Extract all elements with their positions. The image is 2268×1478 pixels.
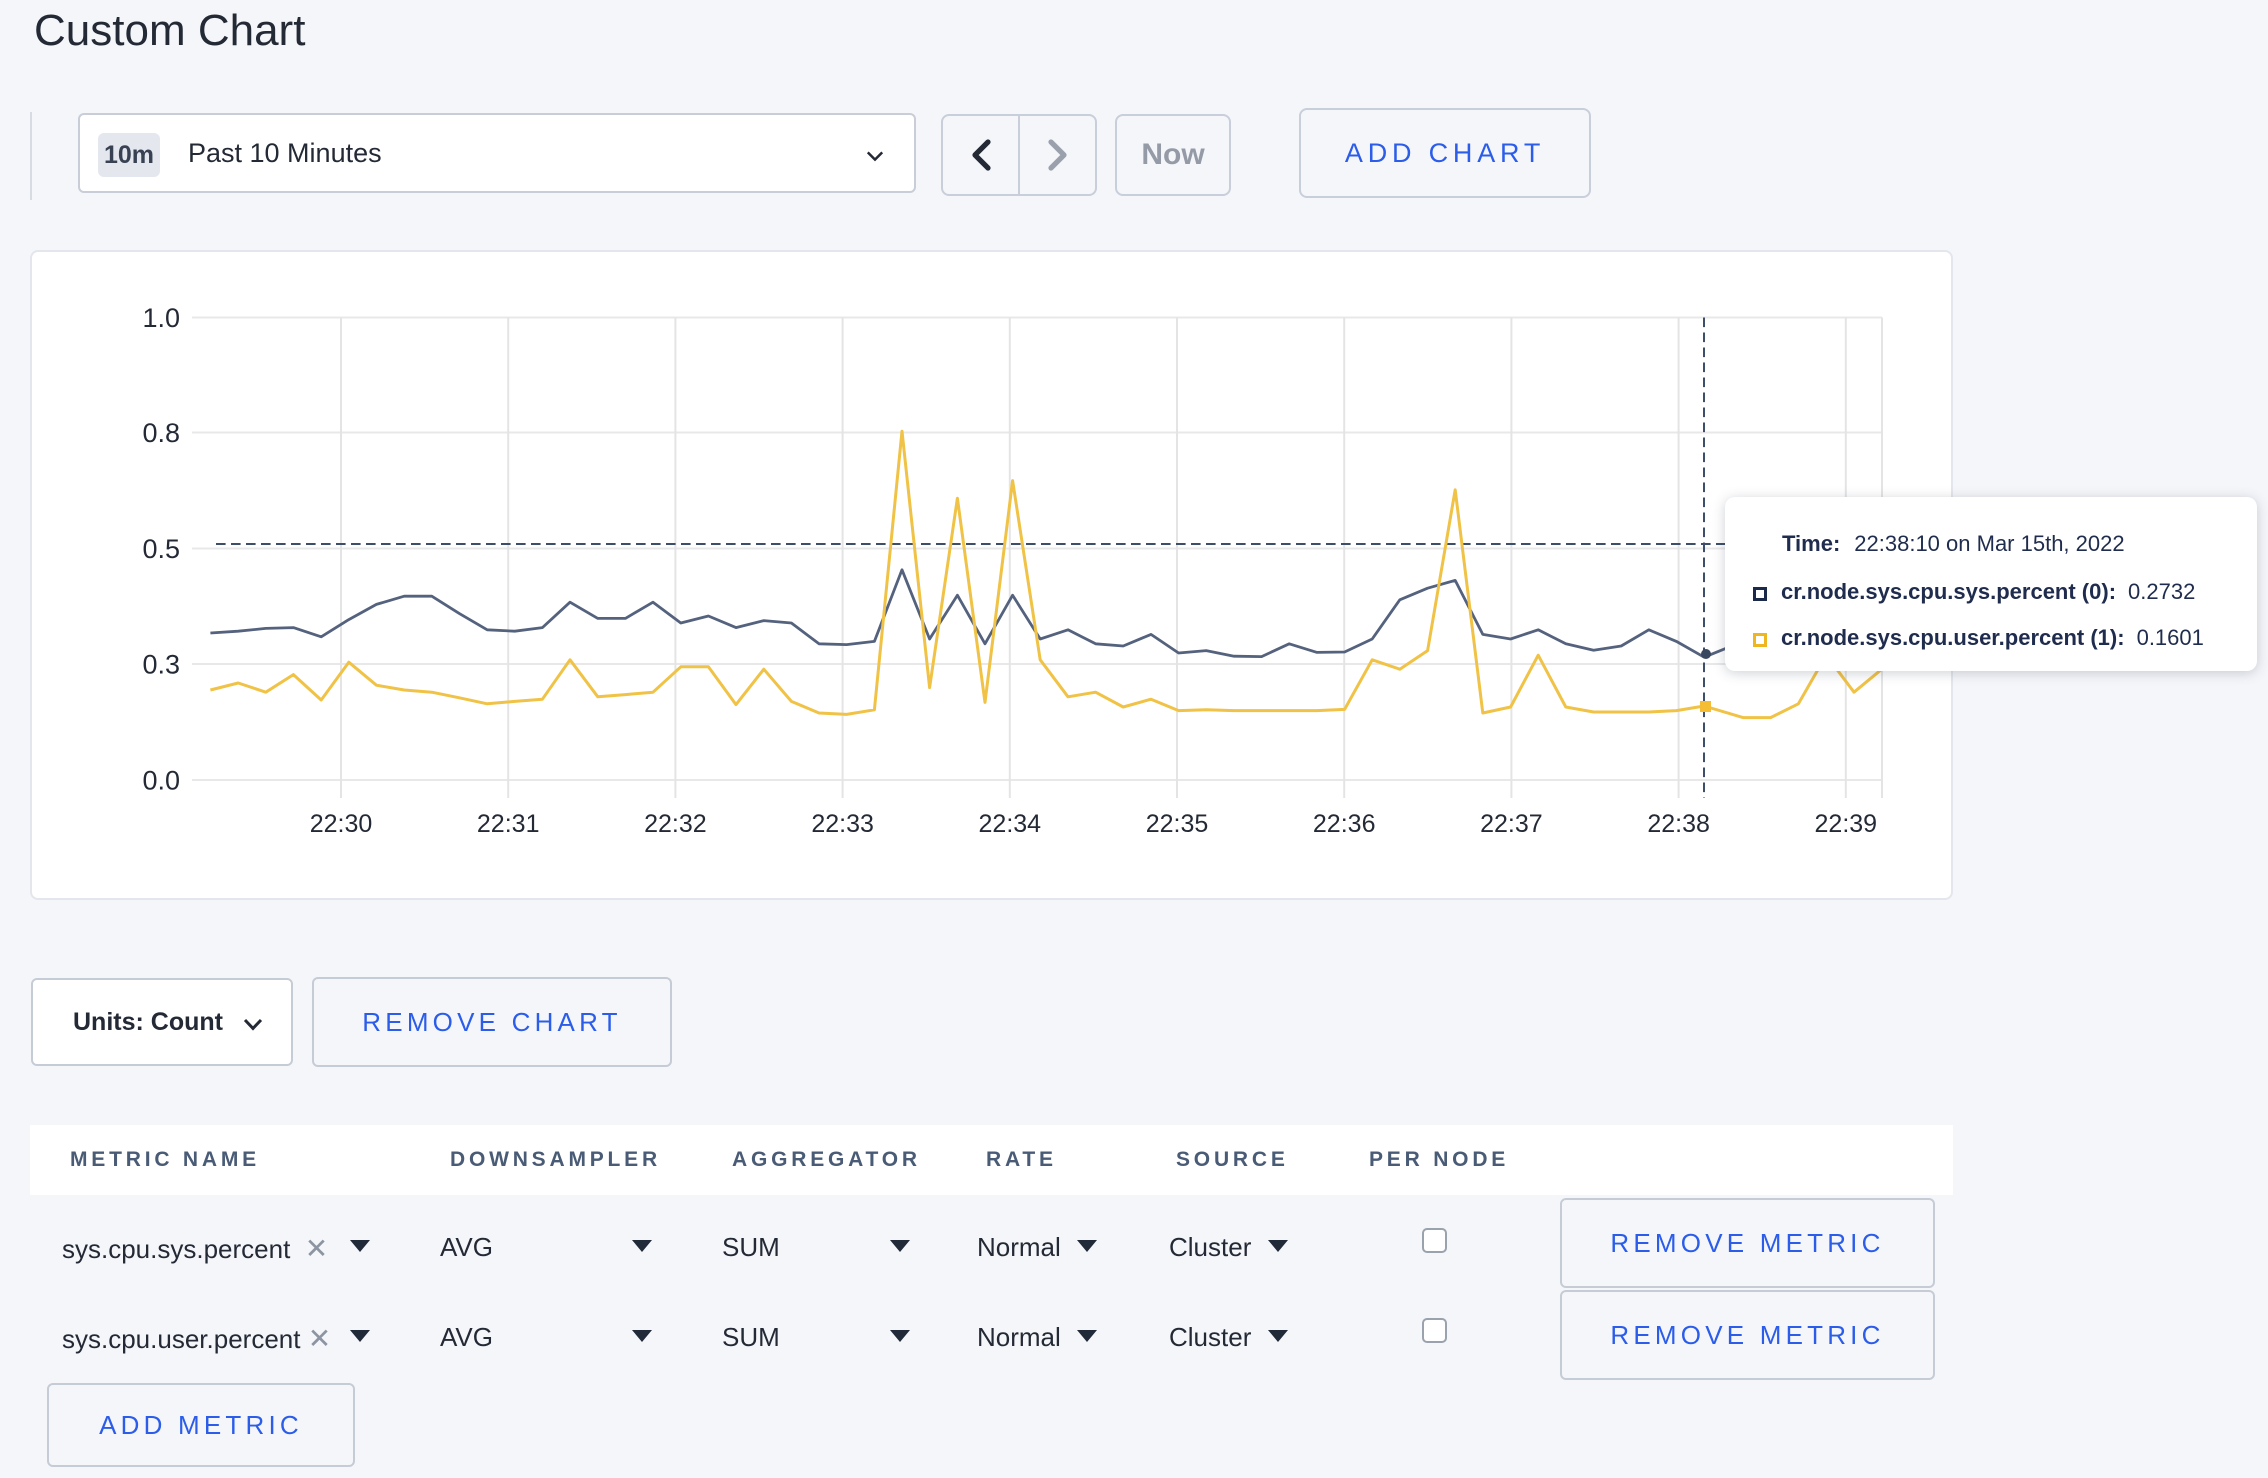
svg-text:22:37: 22:37 (1480, 810, 1543, 838)
svg-text:22:30: 22:30 (310, 810, 373, 838)
svg-text:22:34: 22:34 (979, 810, 1042, 838)
svg-text:0.8: 0.8 (142, 418, 180, 448)
svg-text:1.0: 1.0 (142, 303, 180, 333)
svg-text:22:31: 22:31 (477, 810, 540, 838)
svg-text:22:35: 22:35 (1146, 810, 1209, 838)
svg-text:22:33: 22:33 (811, 810, 874, 838)
svg-text:22:32: 22:32 (644, 810, 707, 838)
svg-text:0.5: 0.5 (142, 534, 180, 564)
svg-text:0.3: 0.3 (142, 650, 180, 680)
svg-text:22:38: 22:38 (1647, 810, 1710, 838)
svg-text:22:39: 22:39 (1815, 810, 1878, 838)
svg-text:0.0: 0.0 (142, 766, 180, 796)
svg-text:22:36: 22:36 (1313, 810, 1376, 838)
